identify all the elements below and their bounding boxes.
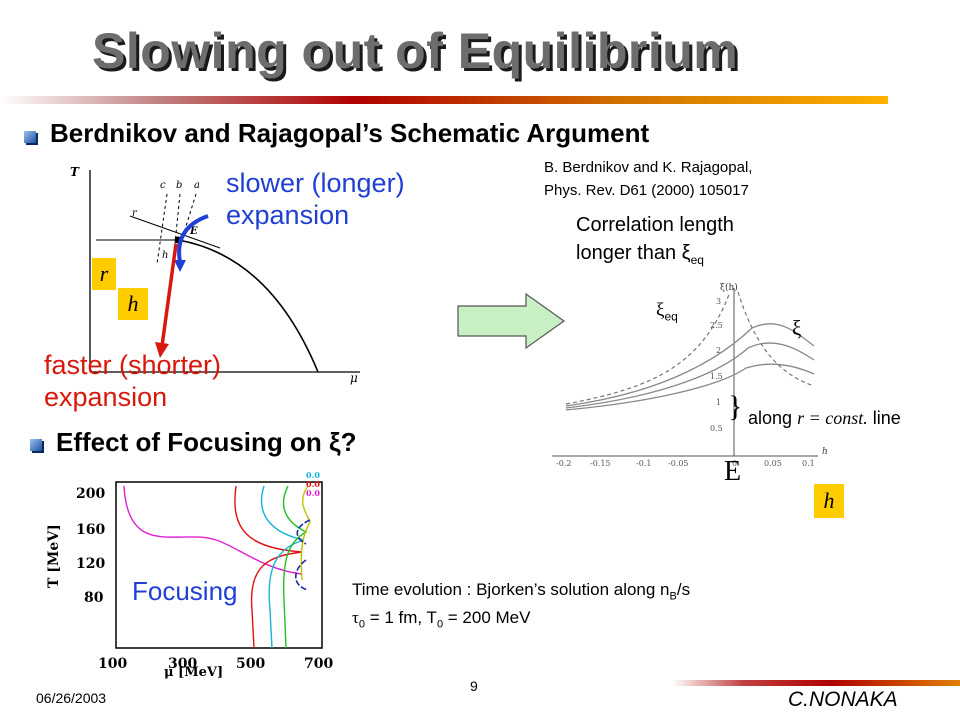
xi-eq-label: ξeq bbox=[656, 300, 678, 324]
xi-y-axis-label: ξ(h) bbox=[720, 282, 738, 293]
label-e: E bbox=[189, 226, 198, 237]
svg-text:80: 80 bbox=[84, 590, 104, 606]
svg-text:1.5: 1.5 bbox=[710, 372, 723, 381]
svg-text:160: 160 bbox=[76, 522, 105, 538]
svg-text:1: 1 bbox=[716, 398, 721, 407]
svg-text:700: 700 bbox=[304, 656, 333, 672]
focus-legend-red: 0.0 bbox=[306, 479, 320, 489]
h-box-left: h bbox=[118, 288, 148, 320]
footer-rule bbox=[672, 680, 960, 686]
slide-title: Slowing out of Equilibrium bbox=[92, 23, 739, 79]
svg-text:100: 100 bbox=[98, 656, 127, 672]
svg-text:0.05: 0.05 bbox=[764, 459, 782, 468]
tau-text: τ0 = 1 fm, T0 = 200 MeV bbox=[352, 608, 531, 631]
svg-text:-0.1: -0.1 bbox=[636, 459, 651, 468]
svg-text:500: 500 bbox=[236, 656, 265, 672]
svg-text:120: 120 bbox=[76, 556, 105, 572]
date-label: 06/26/2003 bbox=[36, 690, 107, 706]
reference-line1: B. Berdnikov and K. Rajagopal, bbox=[544, 159, 753, 176]
slower-label-line1: slower (longer) bbox=[226, 168, 405, 198]
along-line-label: along r = const. line bbox=[748, 408, 901, 428]
brace-icon: } bbox=[728, 390, 743, 423]
faster-label-line1: faster (shorter) bbox=[44, 350, 222, 380]
t-axis-label: T bbox=[70, 165, 80, 179]
bullet-icon bbox=[24, 131, 36, 143]
label-a: a bbox=[194, 180, 200, 191]
label-h: h bbox=[162, 250, 168, 261]
xi-x-axis-label: h bbox=[822, 447, 828, 457]
heading-berdnikov: Berdnikov and Rajagopal’s Schematic Argu… bbox=[50, 118, 650, 148]
xi-label: ξ bbox=[792, 316, 802, 340]
e-label: E bbox=[724, 456, 742, 487]
svg-text:-0.15: -0.15 bbox=[590, 459, 611, 468]
heading-focusing: Effect of Focusing on ξ? bbox=[56, 427, 357, 457]
label-b: b bbox=[176, 180, 182, 191]
focus-legend-magenta: 0.0 bbox=[306, 488, 320, 498]
mu-axis-label: μ bbox=[350, 371, 358, 385]
label-c: c bbox=[160, 180, 166, 191]
title-rule bbox=[0, 96, 888, 104]
focusing-label: Focusing bbox=[132, 576, 238, 606]
focus-y-label: T [MeV] bbox=[46, 524, 62, 588]
faster-label-line2: expansion bbox=[44, 382, 168, 412]
svg-text:0.1: 0.1 bbox=[802, 459, 815, 468]
svg-text:0.5: 0.5 bbox=[710, 424, 723, 433]
svg-text:3: 3 bbox=[716, 297, 721, 306]
h-box-right: h bbox=[814, 484, 844, 518]
svg-text:300: 300 bbox=[168, 656, 197, 672]
svg-text:2: 2 bbox=[716, 346, 721, 355]
svg-text:-0.2: -0.2 bbox=[556, 459, 571, 468]
focus-x-label: μ [MeV] bbox=[164, 665, 223, 680]
correlation-line2: longer than ξeq bbox=[576, 242, 704, 267]
correlation-line1: Correlation length bbox=[576, 214, 734, 236]
time-evolution-text: Time evolution : Bjorken’s solution alon… bbox=[352, 580, 691, 603]
svg-text:0: 0 bbox=[732, 459, 737, 468]
reference-line2: Phys. Rev. D61 (2000) 105017 bbox=[544, 182, 749, 199]
page-number: 9 bbox=[470, 678, 478, 694]
svg-text:-0.05: -0.05 bbox=[668, 459, 689, 468]
bullet-icon bbox=[30, 439, 42, 451]
label-r: r bbox=[132, 208, 138, 219]
author-label: C.NONAKA bbox=[788, 688, 898, 711]
focusing-plot: 200 160 120 80 100 300 500 700 T [MeV] μ… bbox=[46, 470, 333, 680]
slower-label-line2: expansion bbox=[226, 200, 350, 230]
r-box: r bbox=[92, 258, 116, 290]
xi-plot: ξ(h) h 0.5 1 1.5 2 2.5 3 -0.2 -0.15 -0.1… bbox=[552, 282, 828, 468]
phase-diagram: T μ c b a r E h bbox=[70, 165, 360, 385]
svg-text:200: 200 bbox=[76, 486, 105, 502]
svg-text:2.5: 2.5 bbox=[710, 321, 723, 330]
right-arrow-icon bbox=[457, 292, 566, 350]
focus-legend-cyan: 0.0 bbox=[306, 470, 320, 480]
